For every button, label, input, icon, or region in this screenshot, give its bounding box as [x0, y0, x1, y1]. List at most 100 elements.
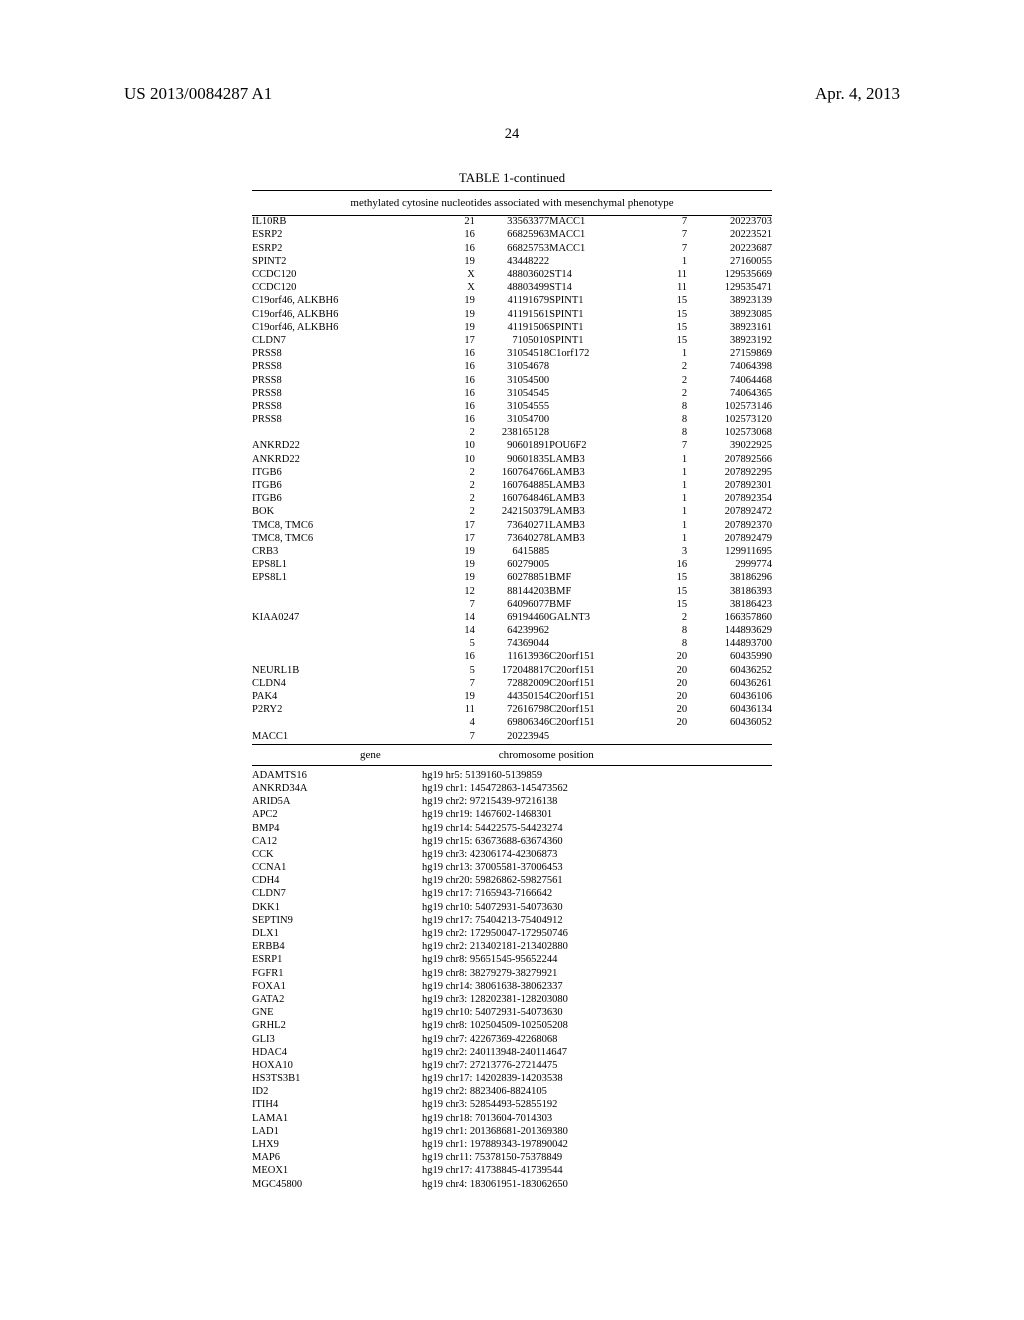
table-cell: 20223521: [687, 229, 772, 242]
table-cell: 72616798: [475, 704, 549, 717]
table-cell: 73640278: [475, 533, 549, 546]
table-cell: BMF: [549, 585, 645, 598]
table-row: NEURL1B5172048817C20orf1512060436252: [252, 664, 772, 677]
table-cell: HOXA10: [252, 1060, 422, 1073]
table-cell: 1: [645, 493, 687, 506]
table-cell: TMC8, TMC6: [252, 533, 432, 546]
document-header: US 2013/0084287 A1 Apr. 4, 2013: [124, 84, 900, 104]
table-cell: ERBB4: [252, 941, 422, 954]
table-cell: 16: [432, 229, 474, 242]
table-row: CCKhg19 chr3: 42306174-42306873: [252, 849, 772, 862]
table-cell: IL10RB: [252, 216, 432, 229]
table-cell: 48803499: [475, 282, 549, 295]
table-cell: MACC1: [549, 229, 645, 242]
table-cell: [549, 387, 645, 400]
table-cell: 2: [432, 493, 474, 506]
table-cell: EPS8L1: [252, 559, 432, 572]
table-cell: C20orf151: [549, 664, 645, 677]
table-cell: 7: [645, 242, 687, 255]
table-cell: LAMB3: [549, 480, 645, 493]
table-cell: SPINT1: [549, 295, 645, 308]
table-row: ITGB62160764885LAMB31207892301: [252, 480, 772, 493]
table-cell: [252, 585, 432, 598]
table-row: MACC1720223945: [252, 730, 772, 743]
table-cell: 69806346: [475, 717, 549, 730]
table-caption: methylated cytosine nucleotides associat…: [252, 191, 772, 215]
table-cell: ITGB6: [252, 480, 432, 493]
table-cell: 242150379: [475, 506, 549, 519]
table-cell: 7: [645, 229, 687, 242]
table-cell: 33563377: [475, 216, 549, 229]
table-cell: ID2: [252, 1086, 422, 1099]
table-row: EPS8L11960279005162999774: [252, 559, 772, 572]
table-cell: ESRP2: [252, 242, 432, 255]
table-cell: 4: [432, 717, 474, 730]
table-row: ESRP1hg19 chr8: 95651545-95652244: [252, 954, 772, 967]
table-cell: hg19 chr20: 59826862-59827561: [422, 875, 772, 888]
table-row: HDAC4hg19 chr2: 240113948-240114647: [252, 1046, 772, 1059]
table-cell: hg19 chr2: 97215439-97216138: [422, 796, 772, 809]
table-cell: [549, 546, 645, 559]
table-cell: 207892479: [687, 533, 772, 546]
table-cell: ST14: [549, 269, 645, 282]
table-cell: 11: [432, 704, 474, 717]
table-cell: 7: [645, 216, 687, 229]
table-cell: 2999774: [687, 559, 772, 572]
table-cell: hg19 chr17: 7165943-7166642: [422, 888, 772, 901]
table-row: ANKRD221090601891POU6F2739022925: [252, 440, 772, 453]
table-row: SPINT21943448222127160055: [252, 256, 772, 269]
table-cell: hg19 chr15: 63673688-63674360: [422, 835, 772, 848]
data-table-1: IL10RB2133563377MACC1720223703ESRP216668…: [252, 216, 772, 744]
table-cell: SPINT2: [252, 256, 432, 269]
table-cell: 31054555: [475, 401, 549, 414]
table-cell: hg19 chr18: 7013604-7014303: [422, 1112, 772, 1125]
table-cell: 15: [645, 585, 687, 598]
table-row: MEOX1hg19 chr17: 41738845-41739544: [252, 1165, 772, 1178]
table-cell: 2: [432, 427, 474, 440]
table-row: EPS8L11960278851BMF1538186296: [252, 572, 772, 585]
table-row: GATA2hg19 chr3: 128202381-128203080: [252, 994, 772, 1007]
table-cell: hg19 chr10: 54072931-54073630: [422, 901, 772, 914]
table-cell: 2: [432, 480, 474, 493]
table-cell: 2: [645, 612, 687, 625]
table-cell: 27159869: [687, 348, 772, 361]
table-cell: 64239962: [475, 625, 549, 638]
table-cell: 144893700: [687, 638, 772, 651]
table-cell: C20orf151: [549, 678, 645, 691]
table-cell: [549, 374, 645, 387]
table-cell: 129535669: [687, 269, 772, 282]
table-row: ARID5Ahg19 chr2: 97215439-97216138: [252, 796, 772, 809]
table-cell: 60278851: [475, 572, 549, 585]
table-cell: 15: [645, 308, 687, 321]
data-table-2: ADAMTS16hg19 hr5: 5139160-5139859ANKRD34…: [252, 770, 772, 1192]
table-row: ID2hg19 chr2: 8823406-8824105: [252, 1086, 772, 1099]
table-row: LHX9hg19 chr1: 197889343-197890042: [252, 1139, 772, 1152]
table-cell: MGC45800: [252, 1178, 422, 1191]
table-cell: 38186423: [687, 598, 772, 611]
table-cell: C19orf46, ALKBH6: [252, 322, 432, 335]
table-cell: 160764885: [475, 480, 549, 493]
table-cell: 144893629: [687, 625, 772, 638]
table-cell: 16: [432, 651, 474, 664]
table-cell: CLDN4: [252, 678, 432, 691]
table-cell: 15: [645, 598, 687, 611]
table-cell: 60436252: [687, 664, 772, 677]
table-cell: 15: [645, 335, 687, 348]
table-cell: 15: [645, 572, 687, 585]
table-cell: 48803602: [475, 269, 549, 282]
table-cell: PRSS8: [252, 401, 432, 414]
table-row: CA12hg19 chr15: 63673688-63674360: [252, 835, 772, 848]
table-cell: hg19 chr8: 102504509-102505208: [422, 1020, 772, 1033]
table-row: GNEhg19 chr10: 54072931-54073630: [252, 1007, 772, 1020]
table-cell: 11: [645, 269, 687, 282]
table-cell: ITGB6: [252, 467, 432, 480]
table-cell: hg19 chr11: 75378150-75378849: [422, 1152, 772, 1165]
table-cell: 38923085: [687, 308, 772, 321]
table-cell: hg19 hr5: 5139160-5139859: [422, 770, 772, 783]
table-cell: hg19 chr2: 8823406-8824105: [422, 1086, 772, 1099]
table-row: MAP6hg19 chr11: 75378150-75378849: [252, 1152, 772, 1165]
table-cell: 20223703: [687, 216, 772, 229]
table-cell: 160764766: [475, 467, 549, 480]
table-cell: hg19 chr3: 52854493-52855192: [422, 1099, 772, 1112]
table-cell: [252, 651, 432, 664]
